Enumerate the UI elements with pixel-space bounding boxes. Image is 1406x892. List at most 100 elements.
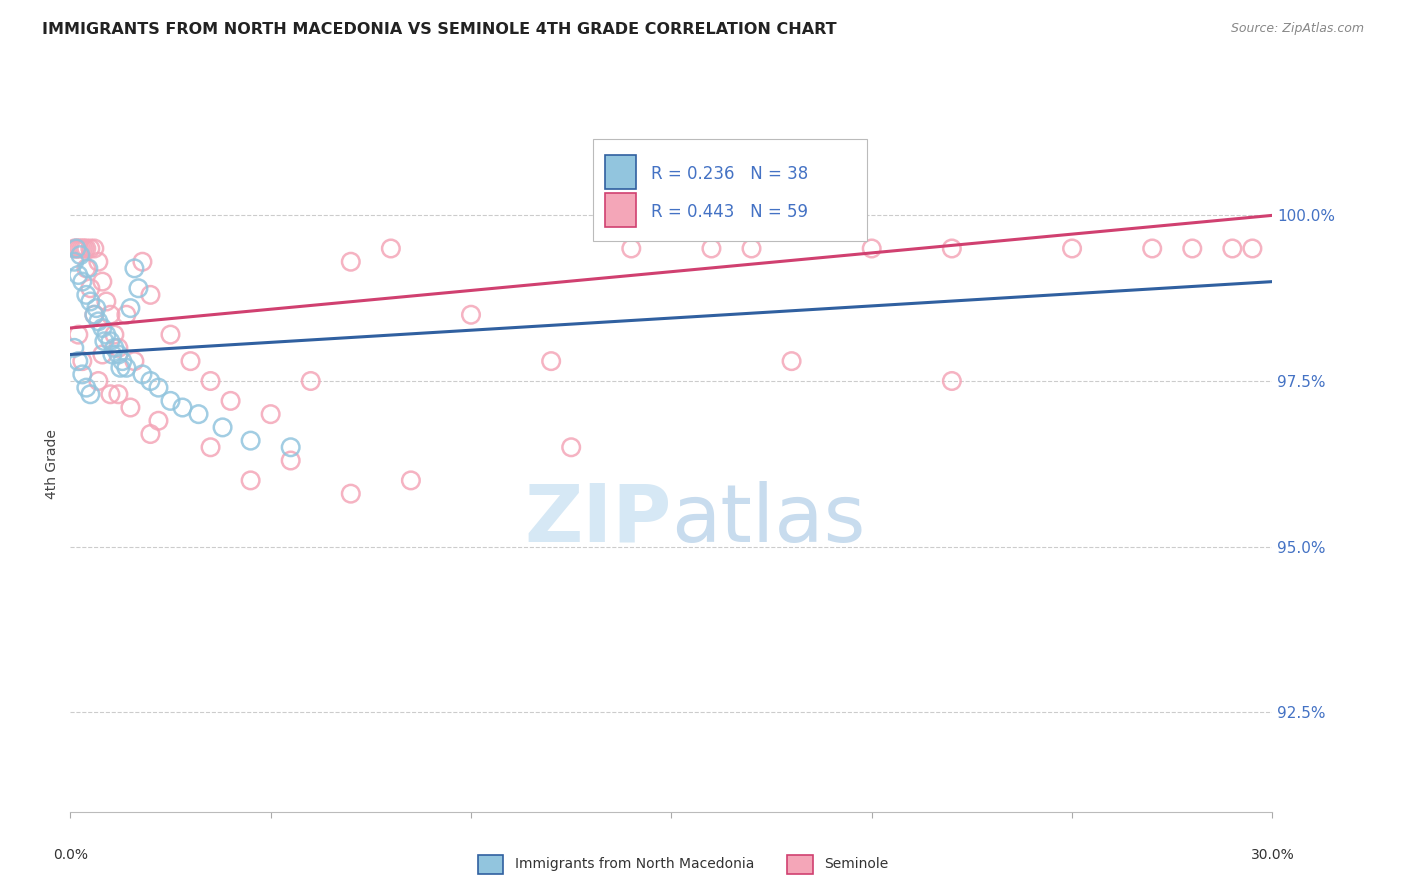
Point bbox=[110, 360, 132, 375]
Point bbox=[72, 354, 94, 368]
Point bbox=[380, 242, 402, 256]
Point bbox=[75, 261, 97, 276]
Point bbox=[187, 407, 209, 421]
Point bbox=[159, 327, 181, 342]
Point bbox=[72, 275, 94, 289]
Point bbox=[87, 254, 110, 268]
Point bbox=[98, 308, 122, 322]
Point bbox=[87, 374, 110, 388]
Text: R = 0.236   N = 38: R = 0.236 N = 38 bbox=[651, 165, 808, 183]
Text: R = 0.443   N = 59: R = 0.443 N = 59 bbox=[651, 203, 808, 221]
Point bbox=[941, 374, 963, 388]
Point bbox=[107, 347, 129, 361]
Text: Immigrants from North Macedonia: Immigrants from North Macedonia bbox=[515, 857, 754, 871]
Point bbox=[780, 354, 803, 368]
Point bbox=[73, 242, 96, 256]
Point bbox=[96, 327, 118, 342]
Point bbox=[1241, 242, 1264, 256]
Point bbox=[83, 308, 105, 322]
Point bbox=[75, 242, 97, 256]
Point bbox=[83, 242, 105, 256]
Point bbox=[77, 261, 100, 276]
Text: IMMIGRANTS FROM NORTH MACEDONIA VS SEMINOLE 4TH GRADE CORRELATION CHART: IMMIGRANTS FROM NORTH MACEDONIA VS SEMIN… bbox=[42, 22, 837, 37]
Point bbox=[120, 401, 142, 415]
Point bbox=[120, 301, 142, 315]
Point bbox=[131, 254, 153, 268]
Point bbox=[98, 334, 122, 349]
Point bbox=[148, 381, 170, 395]
Point bbox=[124, 261, 146, 276]
Point bbox=[340, 486, 363, 500]
Point bbox=[79, 281, 101, 295]
Point bbox=[75, 381, 97, 395]
Point bbox=[299, 374, 322, 388]
Point bbox=[67, 242, 90, 256]
Point bbox=[72, 368, 94, 382]
Text: Source: ZipAtlas.com: Source: ZipAtlas.com bbox=[1230, 22, 1364, 36]
Point bbox=[103, 327, 125, 342]
Point bbox=[1142, 242, 1164, 256]
Point bbox=[860, 242, 883, 256]
Point bbox=[172, 401, 194, 415]
Point bbox=[1222, 242, 1244, 256]
Point bbox=[67, 268, 90, 282]
Point bbox=[63, 254, 86, 268]
Point bbox=[219, 393, 242, 408]
Point bbox=[93, 334, 115, 349]
Point bbox=[139, 288, 162, 302]
Point bbox=[260, 407, 283, 421]
Point bbox=[79, 387, 101, 401]
Point bbox=[124, 354, 146, 368]
Point bbox=[91, 321, 114, 335]
Point bbox=[65, 242, 87, 256]
Point bbox=[139, 427, 162, 442]
Point bbox=[239, 474, 262, 488]
Point bbox=[139, 374, 162, 388]
Point bbox=[741, 242, 763, 256]
Point bbox=[69, 242, 91, 256]
Text: ZIP: ZIP bbox=[524, 481, 672, 558]
Point bbox=[98, 387, 122, 401]
Point bbox=[63, 341, 86, 355]
Point bbox=[96, 294, 118, 309]
Text: 0.0%: 0.0% bbox=[53, 848, 87, 863]
Point bbox=[86, 301, 108, 315]
Point bbox=[460, 308, 482, 322]
Point bbox=[87, 314, 110, 328]
Point bbox=[69, 248, 91, 262]
Point bbox=[941, 242, 963, 256]
Point bbox=[107, 341, 129, 355]
Point bbox=[239, 434, 262, 448]
Point bbox=[700, 242, 723, 256]
Point bbox=[67, 327, 90, 342]
Point bbox=[399, 474, 422, 488]
Point bbox=[101, 347, 124, 361]
Point bbox=[200, 374, 222, 388]
Point bbox=[127, 281, 149, 295]
Point bbox=[115, 360, 138, 375]
Point bbox=[540, 354, 562, 368]
Text: Seminole: Seminole bbox=[824, 857, 889, 871]
Point bbox=[107, 387, 129, 401]
Point bbox=[83, 308, 105, 322]
Point bbox=[115, 308, 138, 322]
Text: 30.0%: 30.0% bbox=[1250, 848, 1295, 863]
Point bbox=[620, 242, 643, 256]
Point bbox=[159, 393, 181, 408]
Point bbox=[1062, 242, 1084, 256]
Point bbox=[79, 294, 101, 309]
Point bbox=[148, 414, 170, 428]
Point bbox=[131, 368, 153, 382]
Point bbox=[280, 453, 302, 467]
Point bbox=[103, 341, 125, 355]
Point bbox=[340, 254, 363, 268]
Point bbox=[65, 242, 87, 256]
Y-axis label: 4th Grade: 4th Grade bbox=[45, 429, 59, 499]
Point bbox=[280, 440, 302, 454]
Point bbox=[91, 275, 114, 289]
Point bbox=[72, 242, 94, 256]
Point bbox=[63, 242, 86, 256]
Point bbox=[75, 288, 97, 302]
Point bbox=[79, 242, 101, 256]
Point bbox=[111, 354, 134, 368]
